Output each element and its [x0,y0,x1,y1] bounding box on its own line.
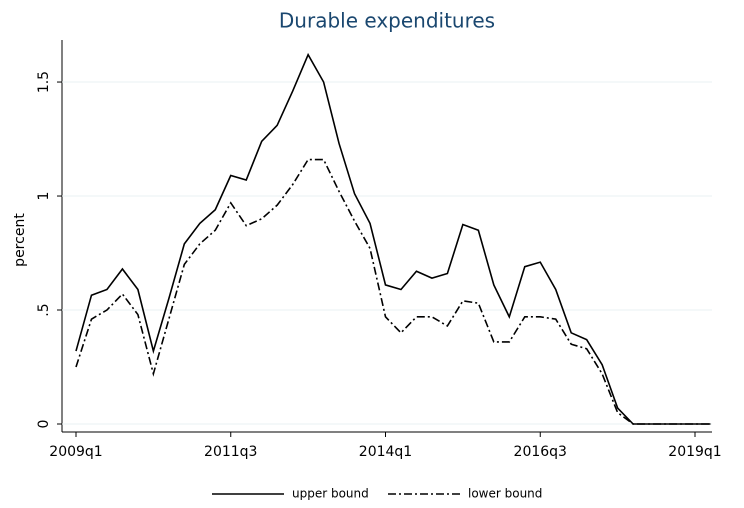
y-tick-label: 1 [36,192,52,201]
x-tick-label: 2019q1 [668,444,721,460]
x-tick-label: 2011q3 [204,444,257,460]
x-tick-label: 2016q3 [514,444,567,460]
legend-text: lower bound [468,487,542,501]
chart-title: Durable expenditures [279,9,495,33]
y-tick-label: 0 [36,420,52,429]
y-tick-label: 1.5 [36,71,52,93]
y-tick-label: .5 [36,303,52,316]
x-tick-label: 2009q1 [49,444,102,460]
x-tick-label: 2014q1 [359,444,412,460]
y-axis-label: percent [12,213,28,267]
series-line [75,158,711,425]
legend-text: upper bound [292,487,369,501]
series-line [75,52,711,425]
